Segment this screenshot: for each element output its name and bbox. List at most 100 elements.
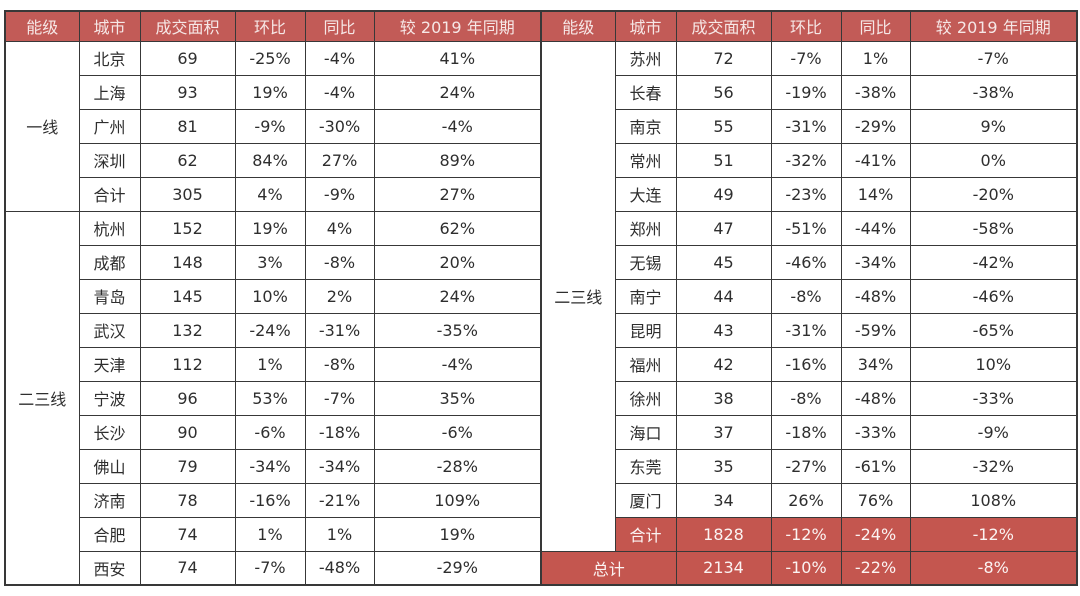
mom-cell: -31% [770, 312, 842, 348]
city-cell: 成都 [78, 244, 141, 280]
grand-total-area-cell: 2134 [675, 550, 772, 586]
area-cell: 93 [139, 74, 236, 110]
mom-cell: 53% [234, 380, 306, 416]
vs2019-cell: -32% [909, 448, 1078, 484]
yoy-cell: -48% [840, 278, 911, 314]
vs2019-cell: -46% [909, 278, 1078, 314]
city-cell: 厦门 [614, 482, 677, 518]
grand-total-yoy-cell: -22% [840, 550, 911, 586]
yoy-cell: 1% [304, 516, 375, 552]
vs2019-cell: 20% [373, 244, 542, 280]
area-cell: 42 [675, 346, 772, 382]
table-row: 一线 北京 69 -25% -4% 41% 二三线 苏州 72 -7% 1% -7% [4, 40, 1078, 552]
table-row: 合肥 74 1% 1% 19% 合计 1828 -12% -24% -12% [5, 516, 1078, 552]
yoy-cell: -48% [840, 380, 911, 416]
column-header-tier: 能级 [4, 10, 80, 42]
yoy-cell: -44% [840, 210, 911, 246]
column-header-area: 成交面积 [675, 10, 772, 42]
column-header-city: 城市 [78, 10, 141, 42]
yoy-cell: 76% [840, 482, 911, 518]
yoy-cell: -48% [304, 550, 375, 586]
table-row: 成都 148 3% -8% 20% 无锡 45 -46% -34% -42% [5, 244, 1078, 280]
mom-cell: 1% [234, 516, 306, 552]
table-header: 能级 城市 成交面积 环比 同比较 2019 年同期 能级 城市 成交面积 环比 同比较 2019… [4, 10, 1078, 42]
grand-total-label: 总计 [540, 550, 677, 586]
area-cell: 34 [675, 482, 772, 518]
column-header-tier: 能级 [540, 10, 616, 42]
vs2019-cell: 19% [373, 516, 542, 552]
city-cell: 郑州 [614, 210, 677, 246]
yoy-cell: 27% [304, 142, 375, 178]
column-header-area: 成交面积 [139, 10, 236, 42]
city-cell: 大连 [614, 176, 677, 212]
column-header-vs2019: 较 2019 年同期 [373, 10, 542, 42]
mom-cell: -46% [770, 244, 842, 280]
yoy-cell: 4% [304, 210, 375, 246]
city-cell: 海口 [614, 414, 677, 450]
table-row: 武汉 132 -24% -31% -35% 昆明 43 -31% -59% -65% [5, 312, 1078, 348]
table-body: 一线 北京 69 -25% -4% 41% 二三线 苏州 72 -7% 1% -7% 上海 93 19% -4… [4, 40, 1078, 586]
table-row: 青岛 145 10% 2% 24% 南宁 44 -8% -48% -46% [5, 278, 1078, 314]
area-cell: 148 [139, 244, 236, 280]
area-cell: 62 [139, 142, 236, 178]
city-transaction-table: 能级 城市 成交面积 环比 同比较 2019 年同期 能级 城市 成交面积 环比 同比较 2019… [4, 10, 1078, 586]
column-header-yoy: 同比 [304, 10, 375, 42]
vs2019-cell: 0% [909, 142, 1078, 178]
yoy-cell: -38% [840, 74, 911, 110]
mom-cell: -16% [770, 346, 842, 382]
area-cell: 132 [139, 312, 236, 348]
yoy-cell: -34% [304, 448, 375, 484]
subtotal-area-cell: 1828 [675, 516, 772, 552]
mom-cell: 84% [234, 142, 306, 178]
vs2019-cell: -4% [373, 108, 542, 144]
city-cell: 宁波 [78, 380, 141, 416]
city-cell: 深圳 [78, 142, 141, 178]
table-row: 广州 81 -9% -30% -4% 南京 55 -31% -29% 9% [5, 108, 1078, 144]
subtotal-yoy-cell: -24% [840, 516, 911, 552]
column-header-yoy: 同比 [840, 10, 911, 42]
yoy-cell: -7% [304, 380, 375, 416]
city-cell: 广州 [78, 108, 141, 144]
subtotal-vs2019-cell: -12% [909, 516, 1078, 552]
city-cell: 合肥 [78, 516, 141, 552]
area-cell: 78 [139, 482, 236, 518]
area-cell: 305 [139, 176, 236, 212]
city-cell: 徐州 [614, 380, 677, 416]
vs2019-cell: -6% [373, 414, 542, 450]
yoy-cell: 14% [840, 176, 911, 212]
table-row: 西安 74 -7% -48% -29% 总计 2134 -10% -22% -8% [5, 550, 1078, 586]
mom-cell: -8% [770, 278, 842, 314]
mom-cell: -9% [234, 108, 306, 144]
table-row: 长沙 90 -6% -18% -6% 海口 37 -18% -33% -9% [5, 414, 1078, 450]
yoy-cell: -31% [304, 312, 375, 348]
column-header-city: 城市 [614, 10, 677, 42]
column-header-mom: 环比 [234, 10, 306, 42]
tier-cell: 二三线 [540, 40, 616, 552]
area-cell: 51 [675, 142, 772, 178]
city-cell: 长沙 [78, 414, 141, 450]
mom-cell: -25% [234, 40, 306, 76]
city-cell: 常州 [614, 142, 677, 178]
area-cell: 55 [675, 108, 772, 144]
area-cell: 56 [675, 74, 772, 110]
city-cell: 武汉 [78, 312, 141, 348]
column-header-vs2019: 较 2019 年同期 [909, 10, 1078, 42]
mom-cell: -16% [234, 482, 306, 518]
area-cell: 112 [139, 346, 236, 382]
vs2019-cell: -4% [373, 346, 542, 382]
vs2019-cell: -35% [373, 312, 542, 348]
area-cell: 49 [675, 176, 772, 212]
mom-cell: 26% [770, 482, 842, 518]
mom-cell: 3% [234, 244, 306, 280]
table-row: 天津 112 1% -8% -4% 福州 42 -16% 34% 10% [5, 346, 1078, 382]
mom-cell: -34% [234, 448, 306, 484]
yoy-cell: -61% [840, 448, 911, 484]
vs2019-cell: -7% [909, 40, 1078, 76]
vs2019-cell: 108% [909, 482, 1078, 518]
city-cell: 南宁 [614, 278, 677, 314]
area-cell: 43 [675, 312, 772, 348]
mom-cell: -27% [770, 448, 842, 484]
vs2019-cell: 27% [373, 176, 542, 212]
tier-cell: 二三线 [4, 210, 80, 586]
